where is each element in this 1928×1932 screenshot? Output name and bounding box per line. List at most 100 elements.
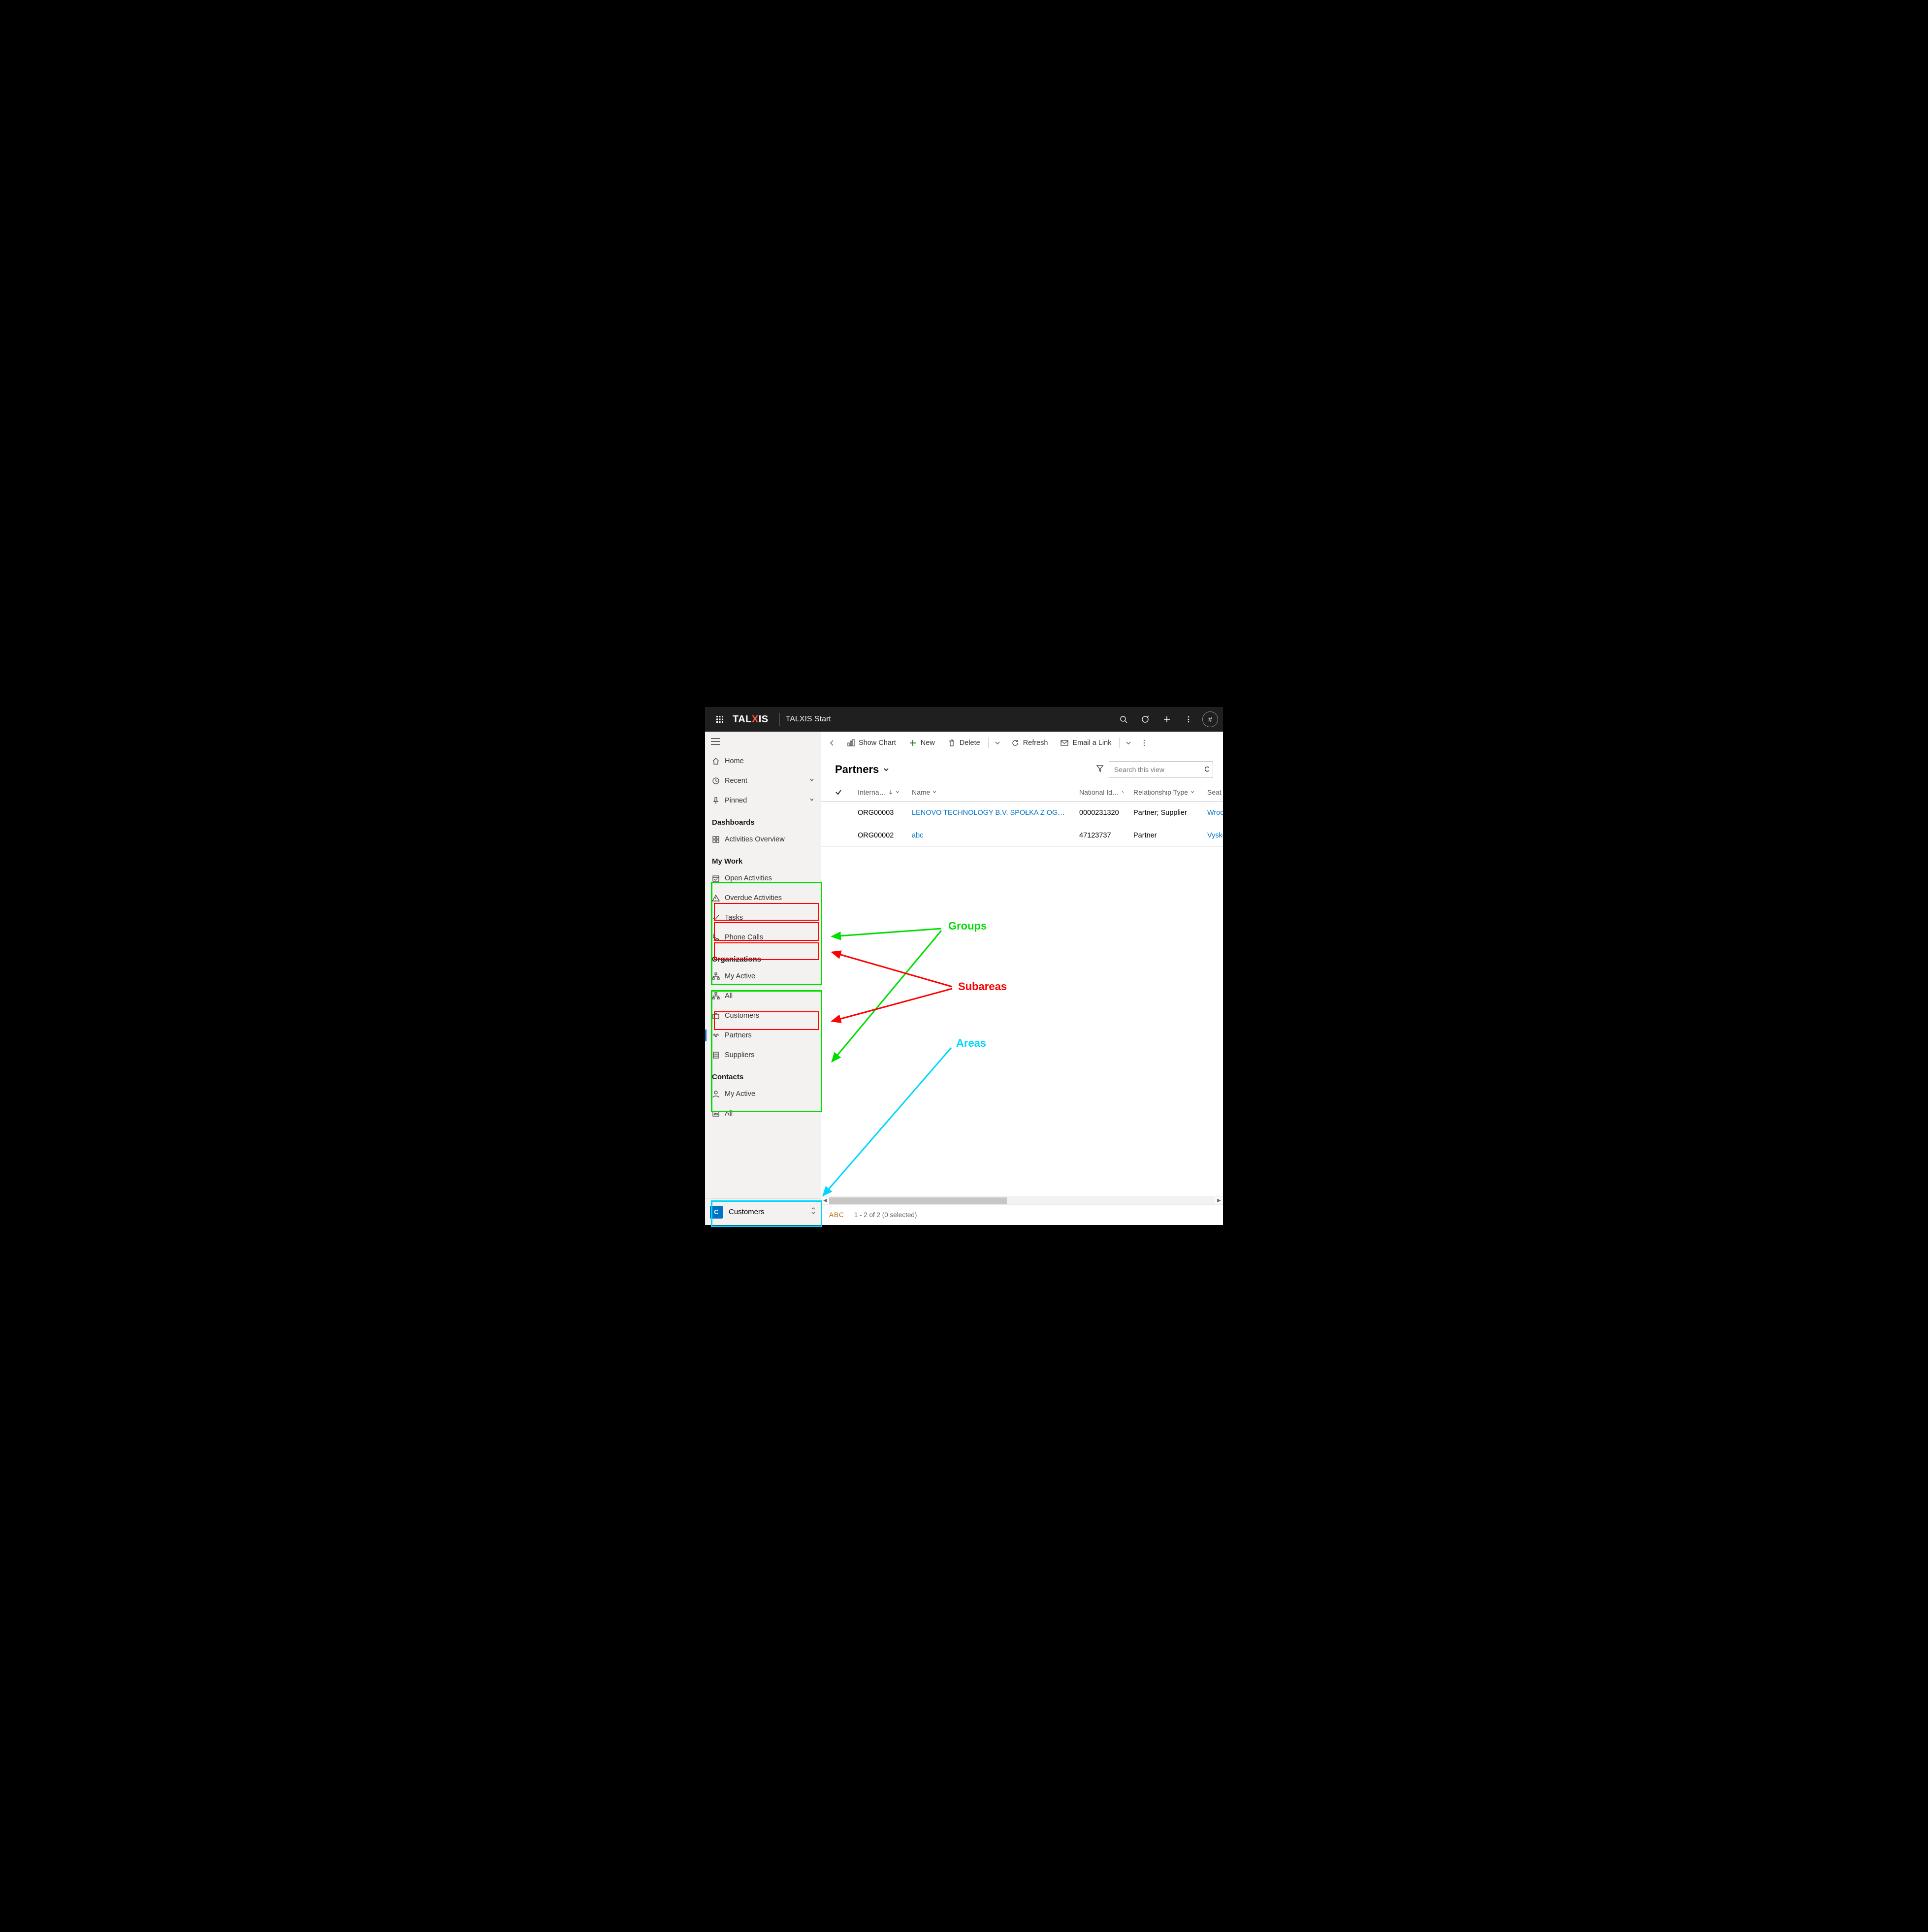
section-organizations: Organizations: [705, 947, 821, 966]
search-box[interactable]: [1109, 761, 1213, 778]
cell-id: ORG00002: [853, 832, 907, 839]
waffle-icon[interactable]: [710, 709, 730, 729]
topbar-divider: [779, 713, 780, 726]
chevron-down-icon: [809, 797, 815, 805]
calendar-check-icon: [712, 874, 725, 882]
cell-id: ORG00003: [853, 809, 907, 817]
area-label: Customers: [729, 1208, 811, 1216]
section-dashboards: Dashboards: [705, 810, 821, 830]
sidebar-item-overdue-activities[interactable]: Overdue Activities: [705, 888, 821, 908]
sidebar-item-activities-overview[interactable]: Activities Overview: [705, 830, 821, 849]
new-button[interactable]: New: [903, 734, 941, 752]
email-link-button[interactable]: Email a Link: [1055, 734, 1117, 752]
nav-pinned[interactable]: Pinned: [705, 791, 821, 810]
org-icon: [712, 972, 725, 980]
target-icon[interactable]: [1134, 708, 1156, 730]
col-national[interactable]: National Id…: [1074, 788, 1128, 796]
area-badge: C: [710, 1206, 723, 1219]
dashboard-icon: [712, 836, 725, 843]
person-icon: [712, 1090, 725, 1098]
org-icon: [712, 992, 725, 1000]
check-icon: [712, 914, 725, 922]
delete-button[interactable]: Delete: [942, 734, 986, 752]
chevron-down-icon: [809, 777, 815, 785]
view-title: Partners: [835, 763, 879, 776]
sidebar: HomeRecentPinned DashboardsActivities Ov…: [705, 732, 821, 1225]
data-grid: Interna… Name National Id… Relationship …: [821, 783, 1223, 847]
horizontal-scrollbar[interactable]: ◀ ▶: [821, 1196, 1223, 1204]
show-chart-button[interactable]: Show Chart: [841, 734, 902, 752]
search-input[interactable]: [1113, 765, 1204, 774]
col-name[interactable]: Name: [907, 788, 1074, 796]
search-input-icon: [1204, 766, 1209, 773]
app-name: TALXIS Start: [786, 715, 831, 724]
hamburger-icon[interactable]: [705, 732, 821, 751]
sidebar-item-suppliers[interactable]: Suppliers: [705, 1045, 821, 1065]
cell-name[interactable]: abc: [907, 832, 1074, 839]
back-button[interactable]: [824, 734, 840, 752]
cell-national: 0000231320: [1074, 809, 1128, 817]
main-content: Show Chart New Delete Refresh Email a Li…: [821, 732, 1223, 1225]
col-seat[interactable]: Seat Ac: [1202, 788, 1223, 796]
filter-icon[interactable]: [1091, 762, 1109, 778]
grid-header: Interna… Name National Id… Relationship …: [821, 783, 1223, 802]
briefcase-icon: [712, 1012, 725, 1020]
cell-seat[interactable]: Wrocł: [1202, 809, 1223, 817]
nav-home[interactable]: Home: [705, 751, 821, 771]
select-all[interactable]: [830, 789, 853, 796]
section-contacts: Contacts: [705, 1065, 821, 1084]
chart-icon: [847, 739, 855, 747]
sidebar-item-open-activities[interactable]: Open Activities: [705, 869, 821, 888]
cell-relationship: Partner: [1128, 832, 1202, 839]
logo-x: X: [752, 714, 759, 725]
sidebar-item-phone-calls[interactable]: Phone Calls: [705, 928, 821, 947]
cell-name[interactable]: LENOVO TECHNOLOGY B.V. SPÓŁKA Z OGRANI: [907, 809, 1074, 817]
col-relationship[interactable]: Relationship Type: [1128, 788, 1202, 796]
top-bar: TALXIS TALXIS Start #: [705, 707, 1223, 732]
col-internal[interactable]: Interna…: [853, 788, 907, 796]
mail-icon: [1060, 739, 1068, 747]
nav-recent[interactable]: Recent: [705, 771, 821, 791]
scroll-right-icon[interactable]: ▶: [1215, 1198, 1223, 1203]
home-icon: [712, 757, 725, 765]
area-switcher[interactable]: C Customers: [705, 1198, 821, 1225]
refresh-button[interactable]: Refresh: [1005, 734, 1054, 752]
sidebar-item-customers[interactable]: Customers: [705, 1006, 821, 1026]
cmd-divider: [988, 738, 989, 748]
sidebar-item-tasks[interactable]: Tasks: [705, 908, 821, 928]
sidebar-item-my-active[interactable]: My Active: [705, 1084, 821, 1104]
command-bar: Show Chart New Delete Refresh Email a Li…: [821, 732, 1223, 754]
cmd-more-icon[interactable]: [1136, 734, 1152, 752]
record-count: 1 - 2 of 2 (0 selected): [854, 1211, 917, 1219]
more-icon[interactable]: [1178, 708, 1199, 730]
clock-icon: [712, 777, 725, 785]
pin-icon: [712, 797, 725, 805]
table-row[interactable]: ORG00002abc47123737PartnerVysko: [821, 824, 1223, 847]
sidebar-item-all[interactable]: All: [705, 1104, 821, 1124]
cell-seat[interactable]: Vysko: [1202, 832, 1223, 839]
scroll-left-icon[interactable]: ◀: [821, 1198, 829, 1203]
avatar[interactable]: #: [1202, 711, 1218, 727]
abc-filter[interactable]: ABC: [829, 1211, 844, 1219]
sidebar-item-partners[interactable]: Partners: [705, 1026, 821, 1045]
search-icon[interactable]: [1113, 708, 1134, 730]
card-icon: [712, 1110, 725, 1118]
trash-icon: [948, 739, 956, 747]
sidebar-item-my-active[interactable]: My Active: [705, 966, 821, 986]
plus-green-icon: [909, 739, 917, 747]
logo: TALXIS: [730, 714, 773, 725]
plus-icon[interactable]: [1156, 708, 1178, 730]
table-row[interactable]: ORG00003LENOVO TECHNOLOGY B.V. SPÓŁKA Z …: [821, 802, 1223, 824]
refresh-icon: [1011, 739, 1019, 747]
cmd-divider-2: [1119, 738, 1120, 748]
status-bar: ABC 1 - 2 of 2 (0 selected): [821, 1204, 1223, 1225]
handshake-icon: [712, 1031, 725, 1039]
email-dropdown[interactable]: [1122, 734, 1135, 752]
view-title-dropdown[interactable]: Partners: [835, 763, 890, 776]
scroll-thumb[interactable]: [829, 1197, 1007, 1204]
cell-national: 47123737: [1074, 832, 1128, 839]
delete-dropdown[interactable]: [991, 734, 1004, 752]
logo-pre: TAL: [733, 714, 752, 725]
sidebar-item-all[interactable]: All: [705, 986, 821, 1006]
warning-icon: [712, 894, 725, 902]
